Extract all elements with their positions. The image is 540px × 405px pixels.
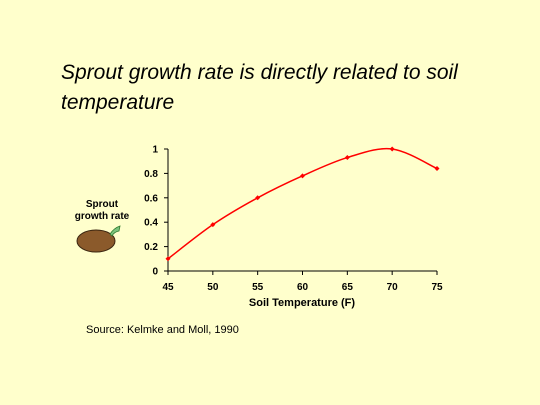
data-point bbox=[434, 166, 440, 172]
chart-axes bbox=[164, 148, 438, 275]
x-tick-label: 70 bbox=[387, 282, 399, 293]
y-tick-label: 0.4 bbox=[144, 218, 158, 229]
x-tick-label: 75 bbox=[431, 282, 443, 293]
data-point bbox=[255, 195, 261, 201]
source-citation: Source: Kelmke and Moll, 1990 bbox=[86, 324, 239, 336]
y-tick-label: 0 bbox=[152, 267, 158, 278]
data-point bbox=[300, 173, 305, 179]
potato-sprout-icon bbox=[76, 225, 121, 253]
x-axis-title: Soil Temperature (F) bbox=[249, 297, 355, 309]
x-tick-label: 55 bbox=[252, 282, 264, 293]
data-point bbox=[210, 222, 216, 228]
series-line bbox=[167, 147, 438, 260]
y-tick-labels: 0 0.2 0.4 0.6 0.8 1 bbox=[144, 145, 158, 278]
x-tick-label: 50 bbox=[207, 282, 219, 293]
potato-shape bbox=[76, 229, 116, 253]
x-tick-label: 45 bbox=[162, 282, 174, 293]
data-point bbox=[389, 146, 395, 152]
data-point bbox=[344, 155, 350, 161]
side-label-line1: Sprout bbox=[86, 199, 119, 210]
x-tick-label: 65 bbox=[342, 282, 354, 293]
y-tick-label: 0.6 bbox=[144, 193, 158, 204]
x-tick-label: 60 bbox=[297, 282, 309, 293]
series-layer bbox=[165, 146, 440, 262]
side-label-line2: growth rate bbox=[75, 211, 130, 222]
x-tick-labels: 45 50 55 60 65 70 75 bbox=[162, 282, 443, 293]
data-point bbox=[165, 256, 171, 262]
y-tick-label: 1 bbox=[152, 145, 158, 156]
sprout-shape bbox=[109, 225, 121, 237]
slide-title: Sprout growth rate is directly related t… bbox=[61, 61, 458, 114]
y-tick-label: 0.2 bbox=[144, 242, 158, 253]
y-tick-label: 0.8 bbox=[144, 169, 158, 180]
